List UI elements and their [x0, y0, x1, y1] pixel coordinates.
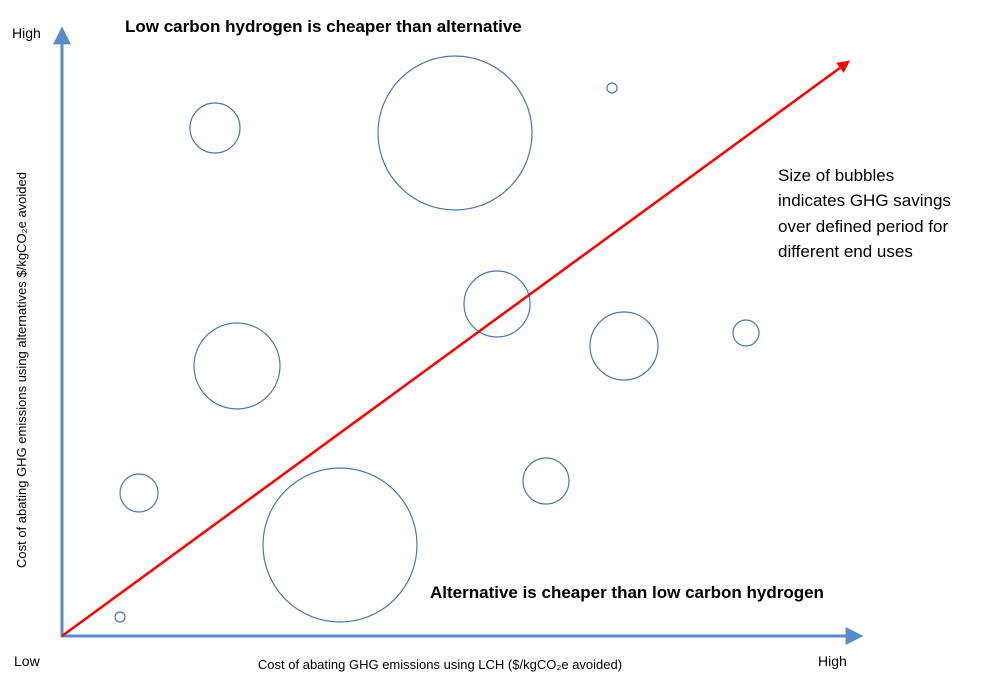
note-line: different end uses — [778, 242, 913, 261]
bubble — [377, 55, 533, 211]
bubble — [606, 82, 618, 94]
x-axis-label: Cost of abating GHG emissions using LCH … — [258, 657, 622, 672]
bubble — [119, 473, 159, 513]
lower-region-label: Alternative is cheaper than low carbon h… — [430, 583, 824, 602]
bubble — [262, 467, 418, 623]
upper-region-label: Low carbon hydrogen is cheaper than alte… — [125, 17, 522, 36]
y-high: High — [12, 25, 41, 41]
note-line: Size of bubbles — [778, 166, 894, 185]
note-line: over defined period for — [778, 217, 948, 236]
bubble — [193, 322, 281, 410]
bubble — [589, 311, 659, 381]
x-high: High — [818, 653, 847, 669]
bubble — [732, 319, 760, 347]
note: Size of bubbles indicates GHG savings ov… — [778, 166, 951, 261]
y-axis-label: Cost of abating GHG emissions using alte… — [14, 172, 29, 568]
bubble — [522, 457, 570, 505]
bubbles — [114, 55, 760, 623]
origin-label: Low — [14, 653, 41, 669]
bubble — [189, 102, 241, 154]
diagonal — [61, 60, 851, 638]
bubble — [463, 270, 531, 338]
bubble — [114, 611, 126, 623]
note-line: indicates GHG savings — [778, 191, 951, 210]
